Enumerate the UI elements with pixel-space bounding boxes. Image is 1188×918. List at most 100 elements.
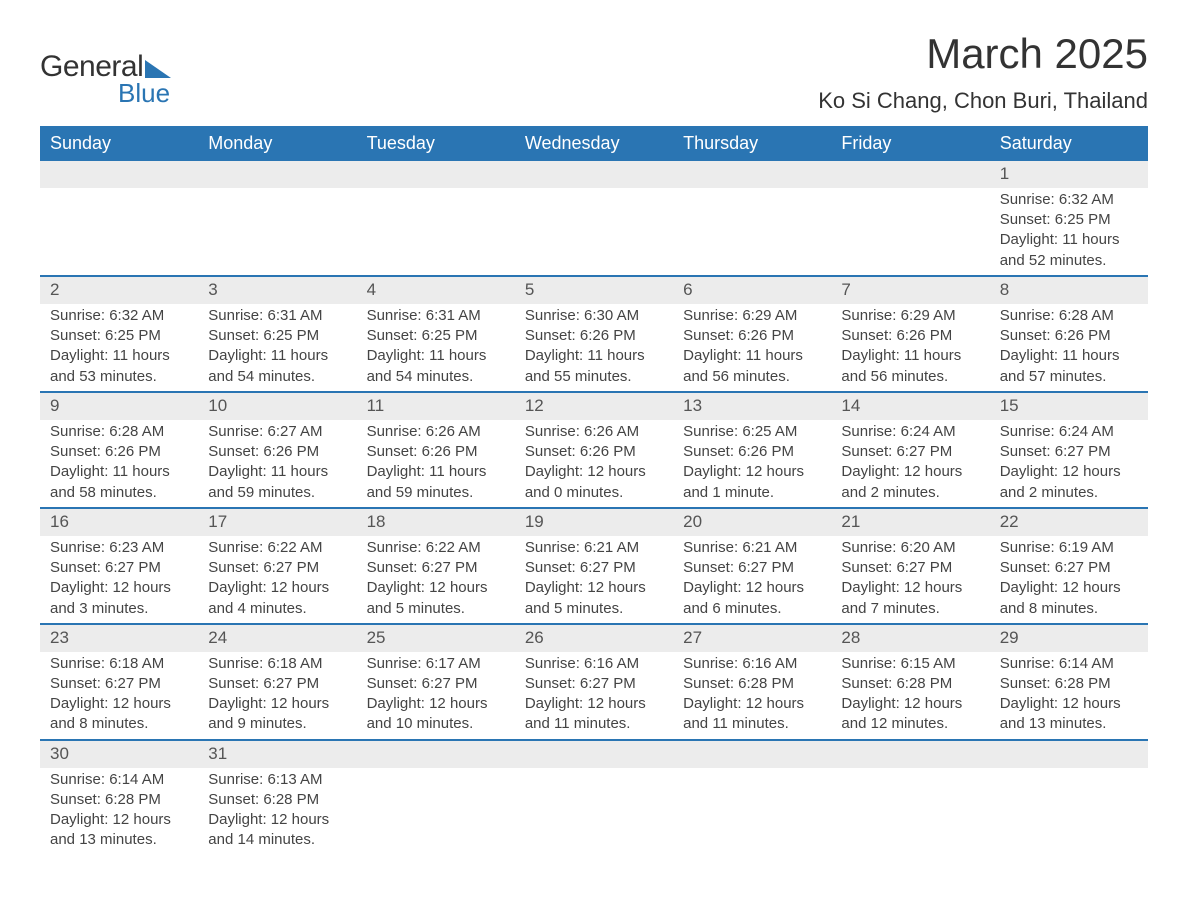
day-details: Sunrise: 6:30 AMSunset: 6:26 PMDaylight:… — [515, 304, 673, 391]
day-number: 2 — [40, 277, 198, 304]
daylight-line: Daylight: 12 hours and 13 minutes. — [1000, 694, 1138, 735]
daylight-line: Daylight: 11 hours and 58 minutes. — [50, 462, 188, 503]
day-number: 22 — [990, 509, 1148, 536]
day-number: 28 — [831, 625, 989, 652]
sunset-line: Sunset: 6:26 PM — [208, 442, 346, 462]
calendar-cell — [673, 741, 831, 855]
sunrise-line: Sunrise: 6:21 AM — [683, 538, 821, 558]
sunrise-line: Sunrise: 6:21 AM — [525, 538, 663, 558]
day-details: Sunrise: 6:31 AMSunset: 6:25 PMDaylight:… — [198, 304, 356, 391]
sunset-line: Sunset: 6:26 PM — [683, 442, 821, 462]
sunset-line: Sunset: 6:27 PM — [50, 558, 188, 578]
daylight-line: Daylight: 12 hours and 6 minutes. — [683, 578, 821, 619]
sunrise-line: Sunrise: 6:31 AM — [208, 306, 346, 326]
calendar-cell: 18Sunrise: 6:22 AMSunset: 6:27 PMDayligh… — [357, 509, 515, 623]
sunset-line: Sunset: 6:26 PM — [367, 442, 505, 462]
daylight-line: Daylight: 12 hours and 11 minutes. — [683, 694, 821, 735]
sunrise-line: Sunrise: 6:16 AM — [683, 654, 821, 674]
day-number: 5 — [515, 277, 673, 304]
day-number: 20 — [673, 509, 831, 536]
day-number: 1 — [990, 161, 1148, 188]
daylight-line: Daylight: 12 hours and 12 minutes. — [841, 694, 979, 735]
day-details: Sunrise: 6:18 AMSunset: 6:27 PMDaylight:… — [198, 652, 356, 739]
sunrise-line: Sunrise: 6:25 AM — [683, 422, 821, 442]
sunset-line: Sunset: 6:27 PM — [841, 442, 979, 462]
day-details: Sunrise: 6:21 AMSunset: 6:27 PMDaylight:… — [515, 536, 673, 623]
calendar-cell — [198, 161, 356, 275]
sunset-line: Sunset: 6:26 PM — [525, 326, 663, 346]
sunrise-line: Sunrise: 6:22 AM — [208, 538, 346, 558]
day-number: 23 — [40, 625, 198, 652]
day-number — [515, 161, 673, 188]
day-details — [198, 188, 356, 214]
calendar-cell: 3Sunrise: 6:31 AMSunset: 6:25 PMDaylight… — [198, 277, 356, 391]
page-title: March 2025 — [818, 30, 1148, 78]
sunrise-line: Sunrise: 6:14 AM — [1000, 654, 1138, 674]
day-details — [831, 768, 989, 794]
sunset-line: Sunset: 6:28 PM — [683, 674, 821, 694]
calendar-cell: 23Sunrise: 6:18 AMSunset: 6:27 PMDayligh… — [40, 625, 198, 739]
calendar-cell: 13Sunrise: 6:25 AMSunset: 6:26 PMDayligh… — [673, 393, 831, 507]
day-number — [831, 741, 989, 768]
sunset-line: Sunset: 6:25 PM — [367, 326, 505, 346]
sunset-line: Sunset: 6:27 PM — [367, 674, 505, 694]
page-subtitle: Ko Si Chang, Chon Buri, Thailand — [818, 88, 1148, 114]
day-number: 16 — [40, 509, 198, 536]
sunrise-line: Sunrise: 6:24 AM — [841, 422, 979, 442]
sunrise-line: Sunrise: 6:23 AM — [50, 538, 188, 558]
day-details: Sunrise: 6:26 AMSunset: 6:26 PMDaylight:… — [515, 420, 673, 507]
day-number: 6 — [673, 277, 831, 304]
day-details: Sunrise: 6:19 AMSunset: 6:27 PMDaylight:… — [990, 536, 1148, 623]
calendar-cell: 28Sunrise: 6:15 AMSunset: 6:28 PMDayligh… — [831, 625, 989, 739]
day-number: 14 — [831, 393, 989, 420]
day-details — [673, 188, 831, 214]
calendar-cell: 17Sunrise: 6:22 AMSunset: 6:27 PMDayligh… — [198, 509, 356, 623]
sunrise-line: Sunrise: 6:27 AM — [208, 422, 346, 442]
day-number: 9 — [40, 393, 198, 420]
day-header-monday: Monday — [198, 126, 356, 161]
day-number: 30 — [40, 741, 198, 768]
sunrise-line: Sunrise: 6:18 AM — [50, 654, 188, 674]
day-number: 10 — [198, 393, 356, 420]
calendar-cell: 11Sunrise: 6:26 AMSunset: 6:26 PMDayligh… — [357, 393, 515, 507]
calendar: SundayMondayTuesdayWednesdayThursdayFrid… — [40, 126, 1148, 855]
sunset-line: Sunset: 6:27 PM — [841, 558, 979, 578]
daylight-line: Daylight: 12 hours and 5 minutes. — [525, 578, 663, 619]
daylight-line: Daylight: 11 hours and 57 minutes. — [1000, 346, 1138, 387]
day-header-tuesday: Tuesday — [357, 126, 515, 161]
calendar-cell: 8Sunrise: 6:28 AMSunset: 6:26 PMDaylight… — [990, 277, 1148, 391]
daylight-line: Daylight: 11 hours and 52 minutes. — [1000, 230, 1138, 271]
sunrise-line: Sunrise: 6:31 AM — [367, 306, 505, 326]
week-row: 30Sunrise: 6:14 AMSunset: 6:28 PMDayligh… — [40, 741, 1148, 855]
day-details: Sunrise: 6:32 AMSunset: 6:25 PMDaylight:… — [990, 188, 1148, 275]
sunset-line: Sunset: 6:26 PM — [1000, 326, 1138, 346]
daylight-line: Daylight: 12 hours and 3 minutes. — [50, 578, 188, 619]
day-details: Sunrise: 6:16 AMSunset: 6:27 PMDaylight:… — [515, 652, 673, 739]
sunrise-line: Sunrise: 6:15 AM — [841, 654, 979, 674]
calendar-cell — [673, 161, 831, 275]
calendar-cell: 19Sunrise: 6:21 AMSunset: 6:27 PMDayligh… — [515, 509, 673, 623]
daylight-line: Daylight: 12 hours and 2 minutes. — [1000, 462, 1138, 503]
sunset-line: Sunset: 6:27 PM — [208, 558, 346, 578]
sunset-line: Sunset: 6:25 PM — [208, 326, 346, 346]
sunset-line: Sunset: 6:28 PM — [50, 790, 188, 810]
day-details: Sunrise: 6:26 AMSunset: 6:26 PMDaylight:… — [357, 420, 515, 507]
calendar-cell: 7Sunrise: 6:29 AMSunset: 6:26 PMDaylight… — [831, 277, 989, 391]
calendar-cell: 5Sunrise: 6:30 AMSunset: 6:26 PMDaylight… — [515, 277, 673, 391]
day-details — [515, 188, 673, 214]
day-details: Sunrise: 6:18 AMSunset: 6:27 PMDaylight:… — [40, 652, 198, 739]
sunrise-line: Sunrise: 6:32 AM — [1000, 190, 1138, 210]
calendar-cell: 20Sunrise: 6:21 AMSunset: 6:27 PMDayligh… — [673, 509, 831, 623]
brand-blue: Blue — [118, 78, 171, 109]
day-details: Sunrise: 6:25 AMSunset: 6:26 PMDaylight:… — [673, 420, 831, 507]
sunrise-line: Sunrise: 6:18 AM — [208, 654, 346, 674]
day-details: Sunrise: 6:28 AMSunset: 6:26 PMDaylight:… — [40, 420, 198, 507]
sunrise-line: Sunrise: 6:26 AM — [367, 422, 505, 442]
daylight-line: Daylight: 11 hours and 56 minutes. — [841, 346, 979, 387]
daylight-line: Daylight: 12 hours and 11 minutes. — [525, 694, 663, 735]
calendar-cell: 6Sunrise: 6:29 AMSunset: 6:26 PMDaylight… — [673, 277, 831, 391]
day-details: Sunrise: 6:24 AMSunset: 6:27 PMDaylight:… — [831, 420, 989, 507]
day-number: 17 — [198, 509, 356, 536]
sunset-line: Sunset: 6:27 PM — [50, 674, 188, 694]
day-number: 31 — [198, 741, 356, 768]
